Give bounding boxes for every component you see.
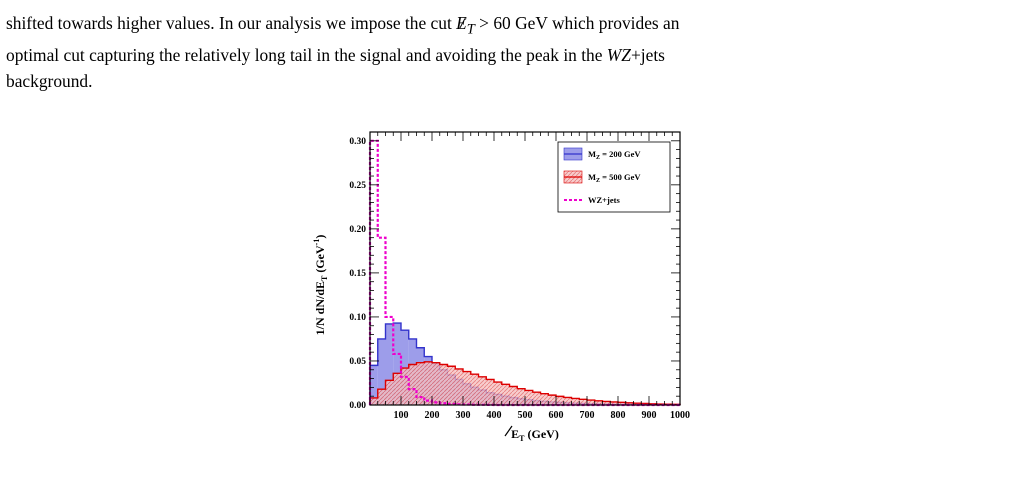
bar-1-6 xyxy=(416,362,425,405)
met-distribution-figure: 100 200 300 400 500 600 700 800 900 1000 0.00 0.05 0… xyxy=(300,120,720,460)
y-tick-label: 0.20 xyxy=(349,225,366,235)
legend-label: WZ+jets xyxy=(588,195,620,205)
paragraph-line-2: optimal cut capturing the relatively lon… xyxy=(6,45,665,66)
legend-entry-0: MZ = 200 GeV xyxy=(563,147,641,161)
y-tick-label: 0.25 xyxy=(349,181,366,191)
x-axis-label: ET (GeV) xyxy=(511,427,559,443)
x-tick-label: 300 xyxy=(456,410,471,421)
x-tick-label: 400 xyxy=(487,410,502,421)
bar-1-0 xyxy=(370,397,378,405)
x-tick-label: 200 xyxy=(425,410,440,421)
bar-1-5 xyxy=(408,364,417,405)
bar-1-33 xyxy=(625,402,634,405)
bar-0-0 xyxy=(370,365,378,405)
y-tick-label: 0.10 xyxy=(349,313,366,323)
paragraph-line-1: shifted towards higher values. In our an… xyxy=(6,10,1001,42)
bar-1-19 xyxy=(517,388,525,405)
x-tick-label: 900 xyxy=(642,410,657,421)
x-tick-label: 100 xyxy=(394,410,409,421)
bar-1-16 xyxy=(494,382,502,405)
bar-1-26 xyxy=(571,398,580,405)
bar-1-18 xyxy=(509,386,518,405)
bar-1-17 xyxy=(501,384,510,405)
bar-1-7 xyxy=(424,361,432,405)
legend-entry-2: WZ+jets xyxy=(564,195,620,205)
y-tick-label: 0.15 xyxy=(349,269,366,279)
x-tick-label: 700 xyxy=(580,410,595,421)
next-paragraph-cutoff xyxy=(0,470,1010,485)
bar-1-25 xyxy=(563,397,572,405)
bar-1-23 xyxy=(548,395,556,405)
legend-entry-1: MZ = 500 GeV xyxy=(563,170,641,184)
bar-1-4 xyxy=(401,368,409,405)
bar-1-21 xyxy=(532,392,541,405)
bar-1-32 xyxy=(618,402,626,405)
bar-1-11 xyxy=(455,368,463,405)
bar-1-1 xyxy=(377,389,386,405)
bar-1-8 xyxy=(432,362,440,405)
bar-1-13 xyxy=(470,374,479,405)
bar-0-2 xyxy=(385,323,394,405)
series-1 xyxy=(369,361,681,406)
missing-et-symbol: ET xyxy=(456,13,475,37)
x-axis-label-slash xyxy=(504,425,513,437)
y-tick-label: 0.30 xyxy=(349,137,366,147)
bar-1-27 xyxy=(579,399,587,405)
bar-1-28 xyxy=(587,400,595,405)
bar-1-22 xyxy=(540,393,549,405)
bar-1-2 xyxy=(385,380,394,405)
x-tick-label: 500 xyxy=(518,410,533,421)
bar-1-35 xyxy=(641,403,649,405)
x-tick-label: 600 xyxy=(549,410,564,421)
bar-1-10 xyxy=(447,366,456,405)
x-tick-label: 1000 xyxy=(670,410,690,421)
series-outline-1 xyxy=(369,361,681,406)
y-axis-label: 1/N dN/dET (GeV-1) xyxy=(312,235,329,336)
paragraph-line-3: background. xyxy=(6,71,93,92)
ticks-layer: 100 200 300 400 500 600 700 800 900 1000 0.00 0.05 0… xyxy=(349,131,690,421)
legend: MZ = 200 GeV MZ = 500 GeV WZ+jets xyxy=(557,141,671,213)
met-histogram-chart: 100 200 300 400 500 600 700 800 900 1000 0.00 0.05 0… xyxy=(312,131,690,443)
x-tick-label: 800 xyxy=(611,410,626,421)
bar-1-9 xyxy=(439,364,448,405)
bar-1-15 xyxy=(486,379,494,405)
bar-1-20 xyxy=(525,390,533,405)
bar-1-12 xyxy=(463,371,471,405)
bar-0-3 xyxy=(393,323,401,405)
y-tick-label: 0.00 xyxy=(349,401,366,411)
bar-1-24 xyxy=(556,396,564,405)
bar-1-14 xyxy=(478,376,487,405)
paper-paragraph: shifted towards higher values. In our an… xyxy=(6,10,1001,94)
bar-1-3 xyxy=(393,373,401,405)
bar-1-29 xyxy=(594,400,603,405)
bar-0-1 xyxy=(377,338,386,405)
legend-label: MZ = 200 GeV xyxy=(588,149,641,161)
legend-label: MZ = 500 GeV xyxy=(588,172,641,184)
bar-1-30 xyxy=(602,401,611,405)
y-tick-label: 0.05 xyxy=(349,357,366,367)
bar-1-31 xyxy=(610,401,618,405)
